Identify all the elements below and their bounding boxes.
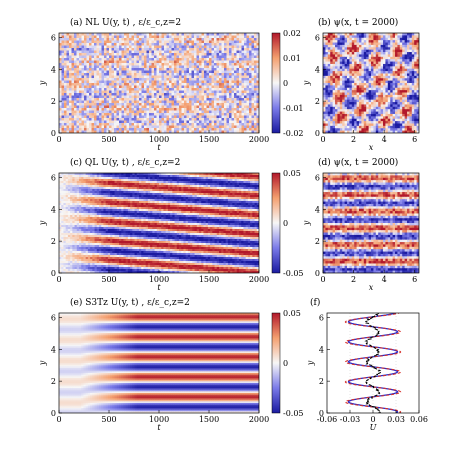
- x-tick-label: 4: [382, 135, 387, 144]
- y-axis-label: y: [306, 360, 315, 366]
- y-tick-label: 4: [315, 205, 320, 214]
- x-tick-label: 2000: [249, 275, 269, 284]
- x-tick-label: 500: [101, 415, 116, 424]
- x-tick-label: 0: [370, 415, 375, 424]
- panel-c-colorbar: [271, 172, 281, 274]
- y-tick-label: 2: [51, 97, 56, 106]
- colorbar-label: -0.05: [283, 269, 304, 278]
- y-tick-label: 0: [315, 129, 320, 138]
- colorbar-label: 0.01: [283, 54, 301, 63]
- y-tick-label: 0: [315, 269, 320, 278]
- y-tick-label: 0: [319, 409, 324, 418]
- colorbar-label: 0: [283, 219, 288, 228]
- x-tick-label: 0: [56, 275, 61, 284]
- y-tick-label: 2: [51, 237, 56, 246]
- x-tick-label: -0.03: [340, 415, 361, 424]
- x-tick-label: 1500: [199, 135, 219, 144]
- y-tick-label: 4: [51, 65, 56, 74]
- panel-e-colorbar: [271, 312, 281, 414]
- panel-b-title: (b) ψ(x, t = 2000): [318, 17, 398, 28]
- panel-c-title: (c) QL U(y, t) , ε/ε_c,z=2: [70, 157, 180, 168]
- series-line-red: [344, 313, 402, 413]
- x-tick-label: 0: [320, 275, 325, 284]
- panel-f: (f) -0.06 -0.03 0 0.03 0.06 0 2 4 6 Uy: [306, 297, 428, 432]
- x-tick-label: 0: [56, 135, 61, 144]
- panel-d-title: (d) ψ(x, t = 2000): [318, 157, 398, 168]
- panel-a-field: [59, 33, 259, 133]
- y-tick-label: 6: [51, 173, 56, 182]
- y-tick-label: 2: [51, 377, 56, 386]
- y-tick-label: 6: [315, 33, 320, 42]
- x-axis-label: t: [157, 283, 161, 292]
- x-tick-label: 1000: [149, 415, 169, 424]
- x-tick-label: 2000: [249, 135, 269, 144]
- x-tick-label: 2: [351, 275, 356, 284]
- y-tick-label: 6: [315, 173, 320, 182]
- panel-e-field: [59, 313, 259, 413]
- x-tick-label: 2000: [249, 415, 269, 424]
- y-tick-label: 6: [51, 33, 56, 42]
- x-tick-label: 0.03: [387, 415, 405, 424]
- panel-d-field: [323, 173, 419, 273]
- x-tick-label: -0.06: [317, 415, 338, 424]
- y-tick-label: 4: [51, 345, 56, 354]
- x-axis-label: t: [157, 423, 161, 432]
- colorbar-label: 0.05: [283, 169, 301, 178]
- x-tick-label: 4: [382, 275, 387, 284]
- y-tick-label: 6: [51, 313, 56, 322]
- x-tick-label: 0: [320, 135, 325, 144]
- y-axis-label: y: [302, 80, 311, 86]
- y-axis-label: y: [38, 80, 47, 86]
- x-tick-label: 2: [351, 135, 356, 144]
- y-tick-label: 0: [51, 409, 56, 418]
- y-axis-label: y: [38, 360, 47, 366]
- y-tick-label: 0: [51, 129, 56, 138]
- x-tick-label: 500: [101, 275, 116, 284]
- panel-d: (d) ψ(x, t = 2000) 0 2 4 6 0 2 4 6 x y: [302, 157, 420, 292]
- y-tick-label: 0: [51, 269, 56, 278]
- y-tick-label: 4: [319, 345, 324, 354]
- x-tick-label: 500: [101, 135, 116, 144]
- x-axis-label: U: [370, 423, 377, 432]
- x-tick-label: 0.06: [410, 415, 428, 424]
- y-tick-label: 6: [319, 313, 324, 322]
- x-tick-label: 6: [412, 275, 417, 284]
- x-tick-label: 1500: [199, 415, 219, 424]
- x-axis-label: t: [157, 143, 161, 152]
- x-tick-label: 0: [56, 415, 61, 424]
- panel-e: (e) S3Tz U(y, t) , ε/ε_c,z=2 0 500 1000 150…: [38, 297, 304, 432]
- x-axis-label: x: [369, 143, 374, 152]
- panel-e-title: (e) S3Tz U(y, t) , ε/ε_c,z=2: [70, 297, 190, 308]
- y-axis-label: y: [302, 220, 311, 226]
- panel-c: (c) QL U(y, t) , ε/ε_c,z=2 0 500 1000 1500 2…: [38, 157, 304, 292]
- panel-b-field: [323, 33, 419, 133]
- colorbar-label: -0.01: [283, 104, 304, 113]
- colorbar-label: -0.05: [283, 409, 304, 418]
- y-axis-label: y: [38, 220, 47, 226]
- x-tick-label: 6: [412, 135, 417, 144]
- panel-a-title: (a) NL U(y, t) , ε/ε_c,z=2: [70, 17, 181, 28]
- y-tick-label: 2: [315, 237, 320, 246]
- x-tick-label: 1000: [149, 275, 169, 284]
- y-tick-label: 4: [315, 65, 320, 74]
- series-line-black: [363, 313, 382, 413]
- panel-c-field: [59, 173, 259, 273]
- panel-f-lines: [344, 313, 402, 413]
- y-tick-label: 4: [51, 205, 56, 214]
- x-tick-label: 1500: [199, 275, 219, 284]
- colorbar-label: 0.02: [283, 29, 301, 38]
- panel-a: (a) NL U(y, t) , ε/ε_c,z=2 0 500 1000 1500 2…: [38, 17, 304, 152]
- colorbar-label: -0.02: [283, 129, 304, 138]
- y-tick-label: 2: [315, 97, 320, 106]
- panel-f-title: (f): [310, 297, 320, 308]
- panel-b: (b) ψ(x, t = 2000) 0 2 4 6 0 2 4 6 x y: [302, 17, 420, 152]
- colorbar-label: 0: [283, 79, 288, 88]
- x-tick-label: 1000: [149, 135, 169, 144]
- x-axis-label: x: [369, 283, 374, 292]
- colorbar-label: 0.05: [283, 309, 301, 318]
- colorbar-label: 0: [283, 359, 288, 368]
- y-tick-label: 2: [319, 377, 324, 386]
- panel-a-colorbar: [271, 32, 281, 134]
